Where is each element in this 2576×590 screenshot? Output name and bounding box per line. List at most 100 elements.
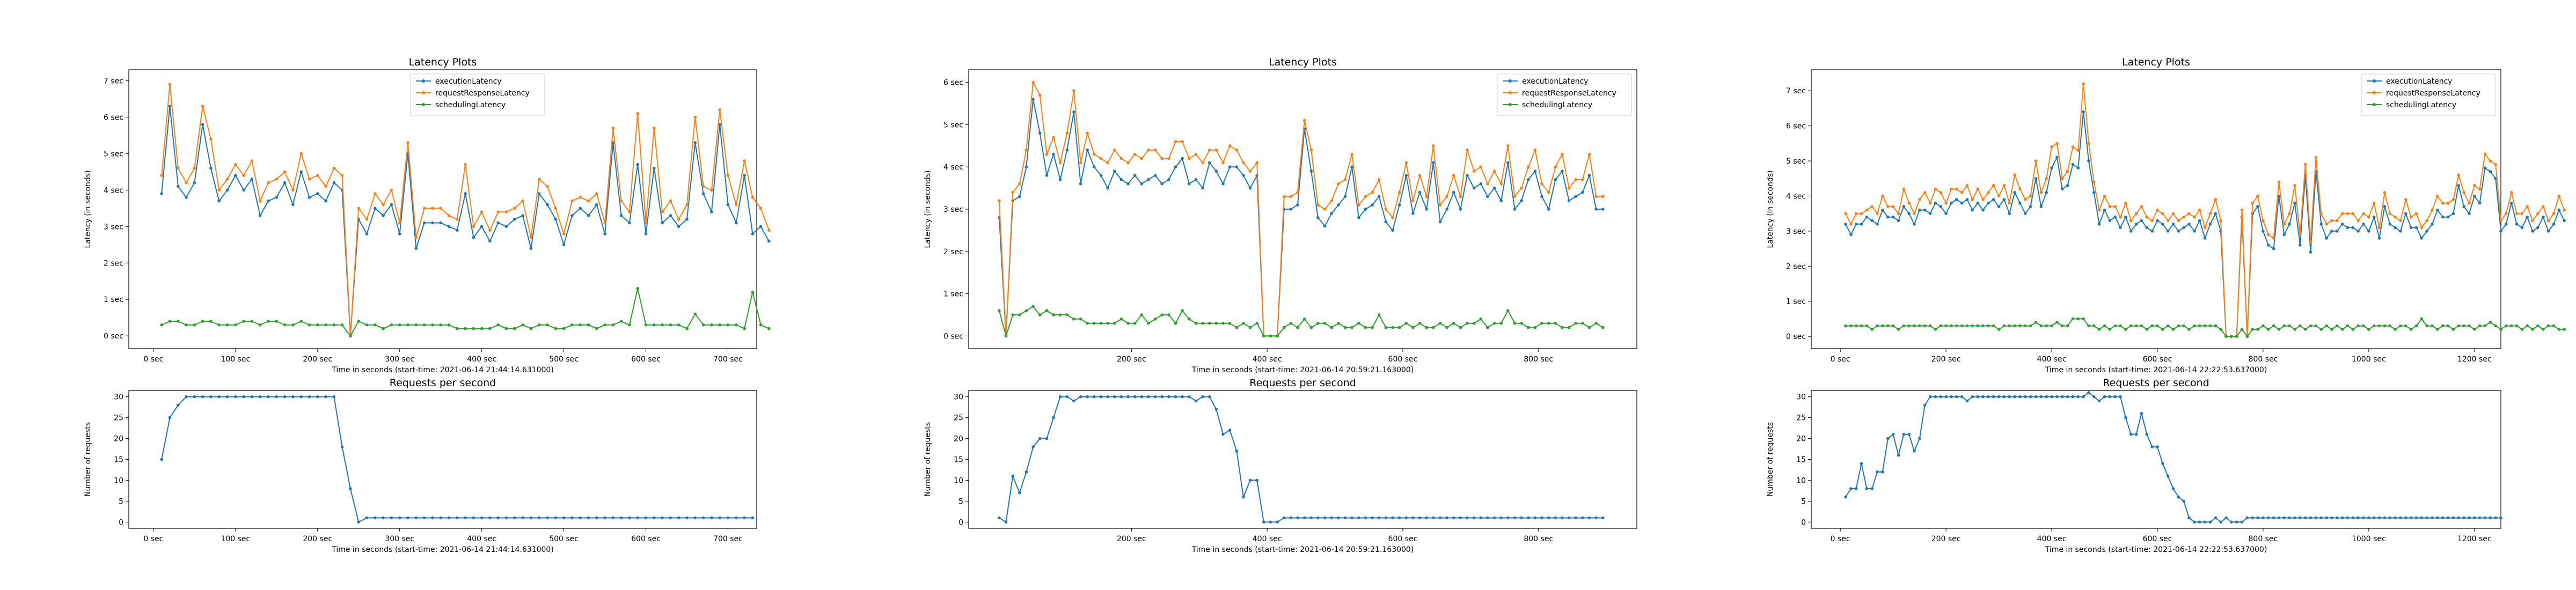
data-point — [2462, 516, 2465, 520]
data-point — [2140, 324, 2143, 328]
data-point — [1397, 516, 1401, 520]
data-point — [2208, 212, 2212, 216]
data-point — [1939, 205, 1942, 208]
data-point — [283, 170, 287, 174]
data-point — [1492, 516, 1496, 520]
data-point — [2092, 180, 2096, 184]
data-point — [1870, 219, 1874, 223]
legend-box — [410, 73, 545, 116]
data-point — [2134, 324, 2138, 328]
data-point — [1282, 195, 1286, 198]
data-point — [1194, 399, 1198, 403]
data-point — [2187, 212, 2191, 216]
series-line — [1846, 318, 2565, 337]
data-point — [2288, 516, 2291, 520]
data-point — [2340, 223, 2344, 226]
data-point — [1113, 169, 1116, 173]
data-point — [2066, 395, 2069, 399]
data-point — [1581, 321, 1584, 325]
data-point — [2319, 212, 2323, 216]
data-point — [2119, 226, 2122, 230]
data-point — [2282, 233, 2286, 237]
data-point — [2383, 516, 2387, 520]
data-point — [316, 323, 319, 327]
data-point — [316, 395, 319, 399]
data-point — [1377, 313, 1381, 316]
data-point — [1459, 326, 1462, 329]
data-point — [2546, 219, 2550, 223]
data-point — [2002, 184, 2006, 187]
data-point — [2018, 201, 2022, 205]
x-axis-label: Time in seconds (start-time: 2021-06-14 … — [1191, 545, 1414, 554]
data-point — [267, 181, 270, 185]
data-point — [751, 196, 755, 199]
data-point — [177, 320, 180, 323]
data-point — [480, 210, 484, 213]
data-point — [1918, 198, 1921, 201]
x-axis-label: Time in seconds (start-time: 2021-06-14 … — [331, 366, 554, 374]
data-point — [488, 327, 492, 330]
x-tick-label: 200 sec — [303, 355, 332, 364]
data-point — [1289, 321, 1293, 325]
data-point — [308, 178, 311, 181]
x-axis-label: Time in seconds (start-time: 2021-06-14 … — [331, 545, 554, 554]
data-point — [324, 323, 327, 327]
y-tick-label: 20 — [114, 435, 123, 444]
data-point — [2018, 324, 2022, 328]
data-point — [562, 327, 566, 330]
data-point — [628, 221, 631, 225]
data-point — [2171, 328, 2175, 331]
data-point — [2505, 212, 2508, 216]
data-point — [1928, 201, 1932, 205]
data-point — [1987, 395, 1990, 399]
data-point — [1445, 195, 1448, 198]
data-point — [1506, 309, 1510, 312]
data-point — [2103, 208, 2106, 212]
data-point — [701, 185, 705, 188]
data-point — [1242, 495, 1245, 499]
data-point — [1174, 321, 1177, 325]
data-point — [1093, 395, 1096, 399]
data-point — [1594, 195, 1598, 198]
y-tick-label: 5 — [958, 497, 963, 506]
data-point — [193, 395, 196, 399]
data-point — [2066, 169, 2069, 173]
data-point — [2008, 395, 2011, 399]
data-point — [2008, 324, 2011, 328]
data-point — [2066, 324, 2069, 328]
data-point — [2299, 244, 2302, 247]
data-point — [1547, 516, 1550, 520]
y-tick-label: 30 — [1796, 393, 1806, 402]
y-tick-label: 4 sec — [943, 163, 963, 172]
data-point — [2119, 324, 2122, 328]
data-point — [1997, 205, 2001, 208]
data-point — [2319, 516, 2323, 520]
data-point — [1992, 395, 1995, 399]
data-point — [299, 320, 303, 323]
data-point — [1934, 395, 1937, 399]
data-point — [1452, 516, 1455, 520]
data-point — [2394, 328, 2397, 331]
data-point — [2357, 219, 2360, 223]
data-point — [2050, 324, 2053, 328]
data-point — [2409, 215, 2413, 219]
data-point — [1357, 216, 1360, 219]
data-point — [1194, 152, 1198, 156]
data-point — [2113, 324, 2117, 328]
data-point — [2230, 520, 2233, 524]
data-point — [546, 185, 549, 188]
data-point — [1418, 321, 1422, 325]
data-point — [1997, 328, 2001, 331]
data-point — [611, 516, 615, 520]
data-point — [1499, 321, 1503, 325]
data-point — [2325, 223, 2328, 226]
data-point — [1965, 399, 1969, 403]
series-line — [161, 396, 753, 523]
data-point — [628, 516, 631, 520]
data-point — [2409, 516, 2413, 520]
data-point — [2171, 487, 2175, 490]
data-point — [2420, 516, 2424, 520]
data-point — [1099, 395, 1103, 399]
data-point — [636, 287, 639, 290]
y-tick-label: 5 — [119, 497, 123, 506]
